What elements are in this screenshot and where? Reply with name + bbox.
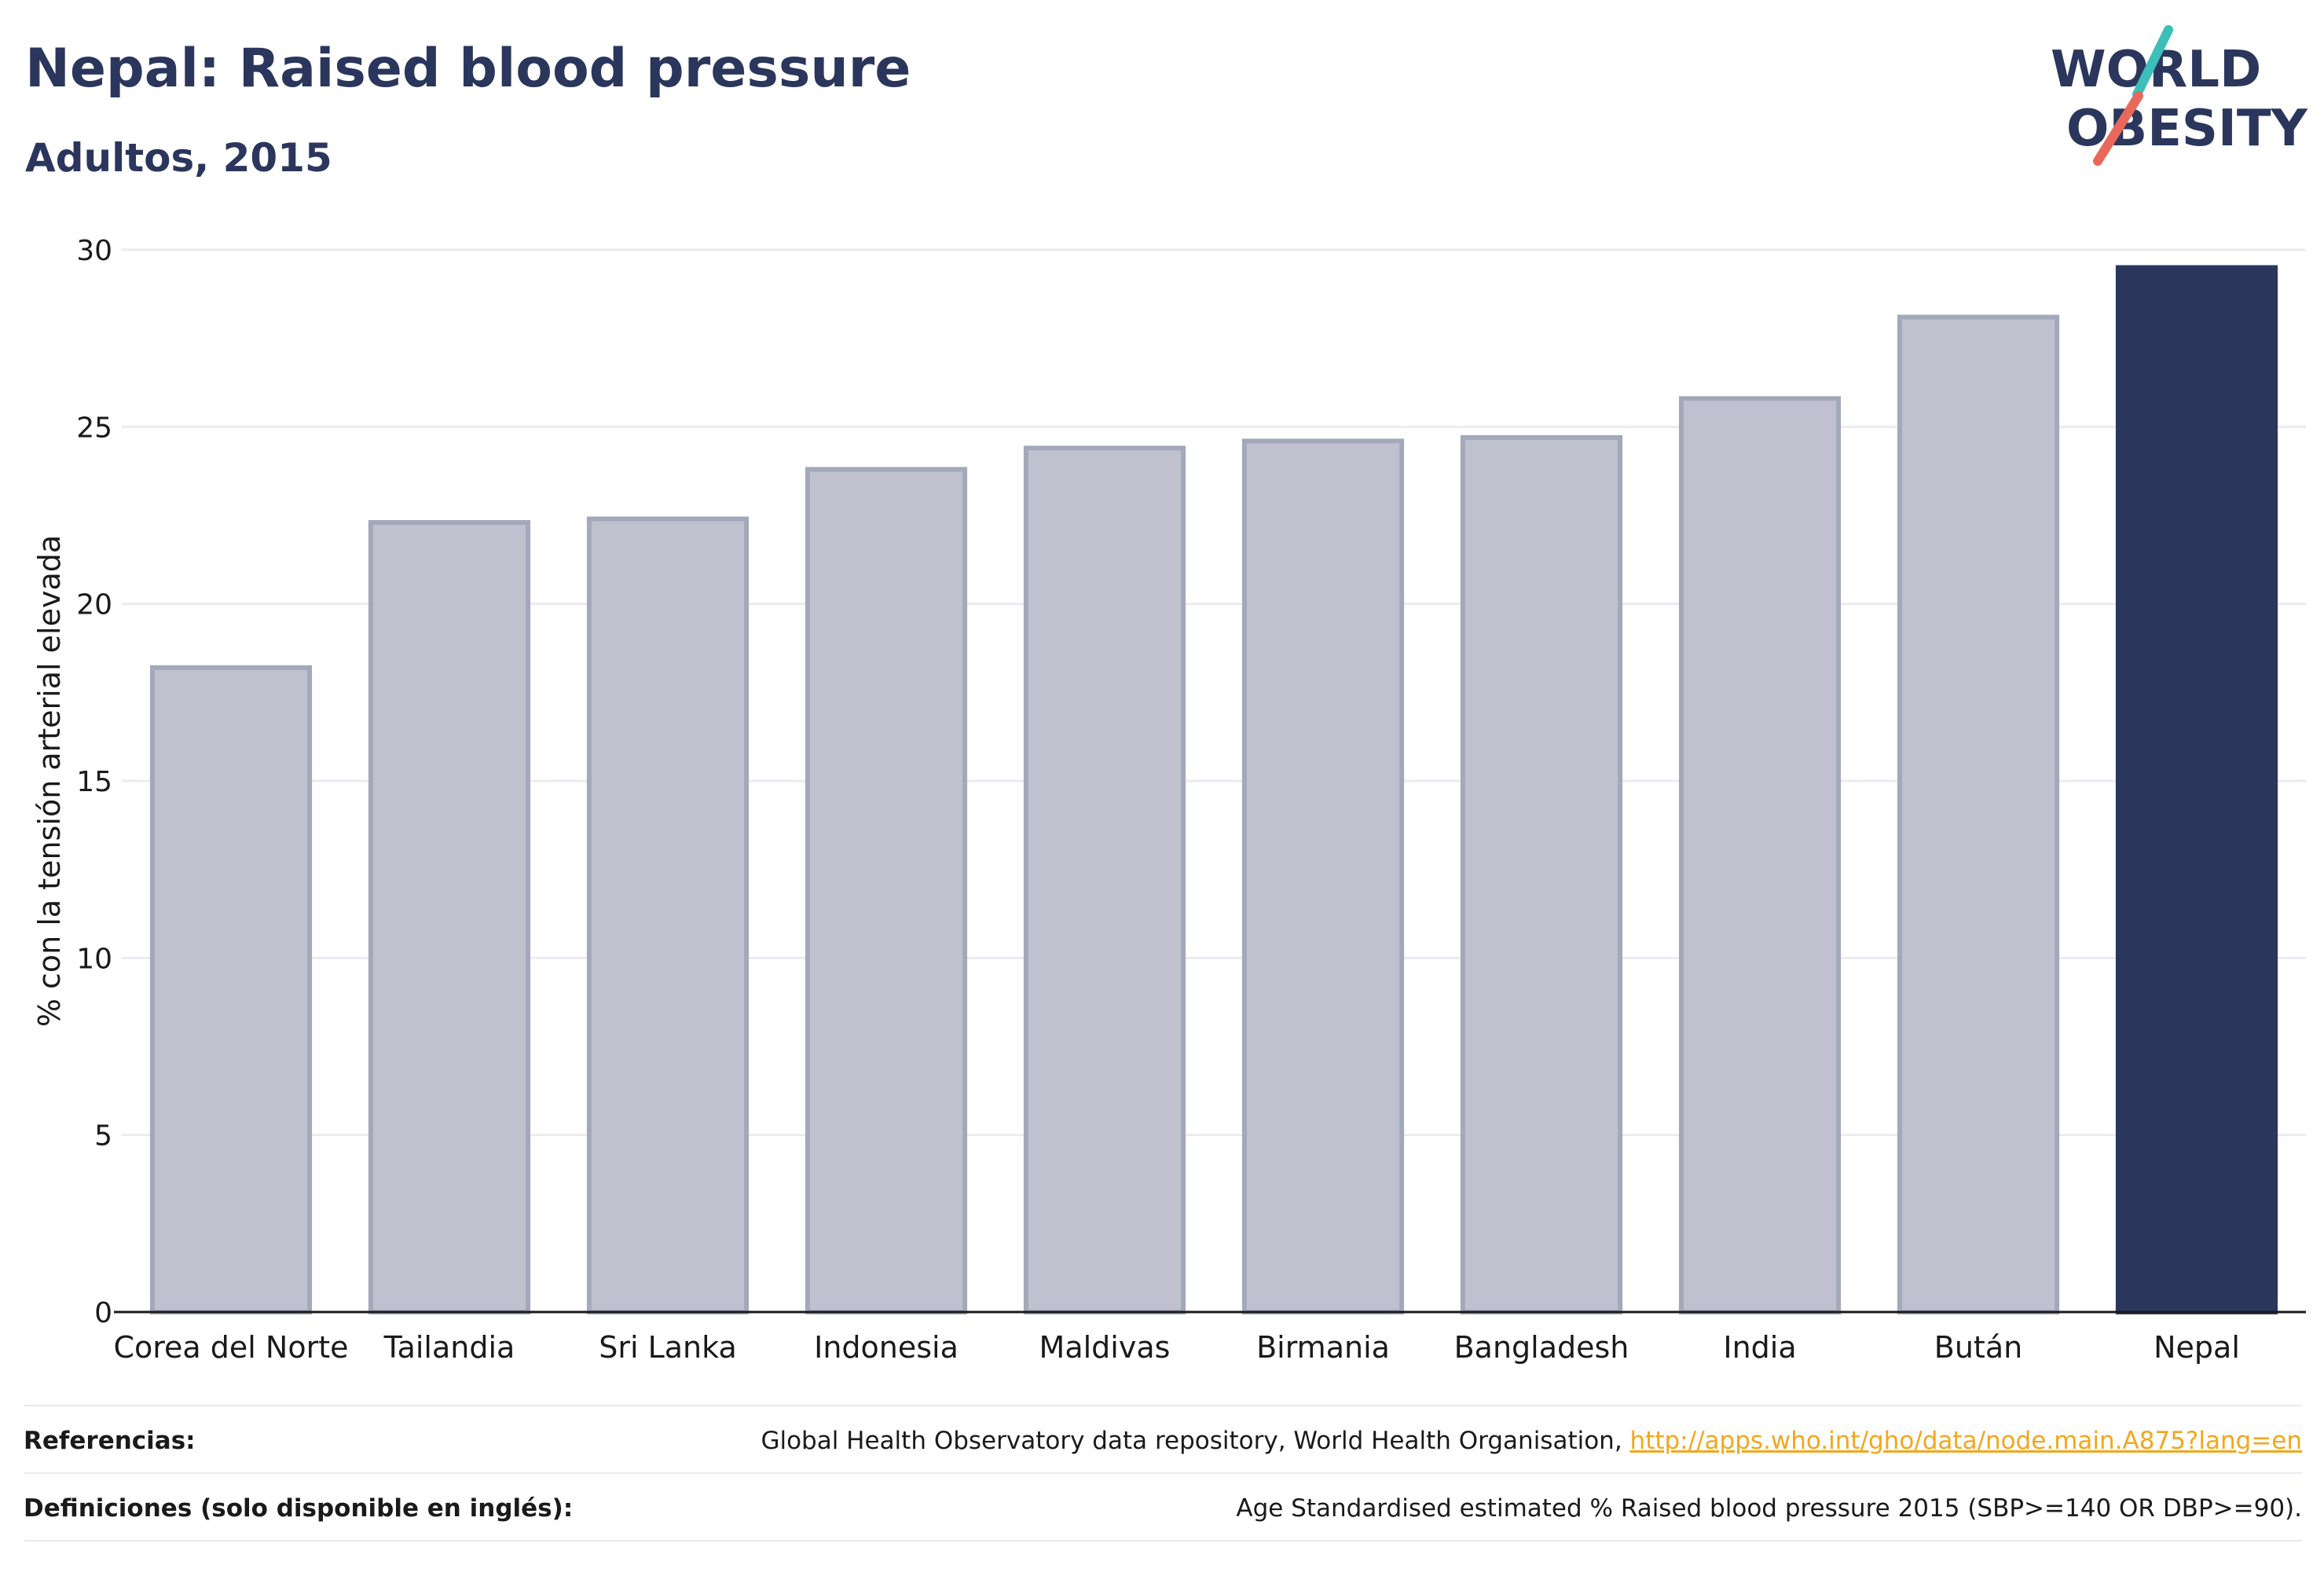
axis-labels: 0 5 10 15 20 25 30 Corea del Norte Tailandia Sri … xyxy=(32,235,2240,1365)
bar-indonesia xyxy=(805,467,968,1314)
x-tick-label: Sri Lanka xyxy=(599,1330,737,1365)
footer-divider-bottom xyxy=(24,1540,2302,1541)
definitions-label: Definiciones (solo disponible en inglés)… xyxy=(24,1494,574,1523)
bar-india xyxy=(1678,396,1842,1314)
bar-corea-del-norte xyxy=(149,665,313,1314)
footer-references-row: Referencias: Global Health Observatory d… xyxy=(24,1409,2302,1473)
chart-subtitle: Adultos, 2015 xyxy=(25,135,332,181)
bar-maldivas xyxy=(1023,445,1186,1315)
x-tick-label: India xyxy=(1723,1330,1796,1365)
definitions-value: Age Standardised estimated % Raised bloo… xyxy=(1236,1494,2302,1523)
footer-definitions-row: Definiciones (solo disponible en inglés)… xyxy=(24,1476,2302,1541)
y-tick-label: 10 xyxy=(76,943,112,975)
world-obesity-logo: WORLD OBESITY xyxy=(2051,25,2308,166)
references-text: Global Health Observatory data repositor… xyxy=(761,1427,1630,1455)
x-tick-label: Birmania xyxy=(1256,1330,1390,1365)
x-tick-label: Bután xyxy=(1934,1330,2022,1365)
x-tick-label: Maldivas xyxy=(1039,1330,1171,1365)
bar-sri-lanka xyxy=(586,516,750,1314)
x-tick-label: Indonesia xyxy=(814,1330,959,1365)
logo-slash-coral xyxy=(2093,91,2143,166)
footer-divider-middle xyxy=(24,1472,2302,1474)
x-tick-label: Bangladesh xyxy=(1454,1330,1629,1365)
y-axis-label: % con la tensión arterial elevada xyxy=(32,535,67,1027)
references-value: Global Health Observatory data repositor… xyxy=(761,1427,2302,1455)
y-tick-label: 20 xyxy=(76,589,112,621)
x-tick-label: Tailandia xyxy=(383,1330,515,1365)
bar-tailandia xyxy=(368,520,531,1314)
references-label: Referencias: xyxy=(24,1427,196,1455)
y-tick-label: 25 xyxy=(76,412,112,444)
chart-title: Nepal: Raised blood pressure xyxy=(25,38,911,100)
bar-chart: 0 5 10 15 20 25 30 Corea del Norte Tailandia Sri … xyxy=(32,235,2306,1365)
logo-slash-teal xyxy=(2132,25,2173,99)
bar-bután xyxy=(1897,314,2060,1314)
y-tick-label: 30 xyxy=(76,235,112,267)
bar-bangladesh xyxy=(1460,434,1623,1314)
y-tick-label: 5 xyxy=(94,1120,112,1153)
bar-nepal xyxy=(2115,265,2278,1314)
footer-divider-top xyxy=(24,1405,2302,1406)
x-tick-label: Nepal xyxy=(2154,1330,2240,1365)
bars xyxy=(149,265,2278,1315)
bar-birmania xyxy=(1241,438,1405,1314)
references-link[interactable]: http://apps.who.int/gho/data/node.main.A… xyxy=(1629,1427,2302,1455)
x-tick-label: Corea del Norte xyxy=(113,1330,348,1365)
y-tick-label: 0 xyxy=(94,1297,112,1329)
y-tick-label: 15 xyxy=(76,766,112,798)
